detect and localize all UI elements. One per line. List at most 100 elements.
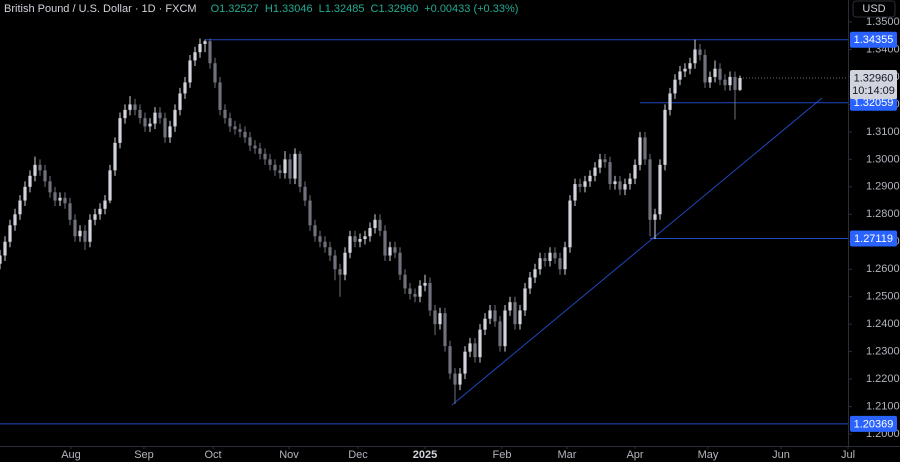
candle-body — [328, 247, 332, 256]
candle-body — [628, 178, 632, 185]
candle-body — [178, 93, 182, 110]
candle-body — [538, 258, 542, 270]
candle-body — [243, 131, 247, 138]
x-tick-label: Mar — [558, 449, 577, 461]
candle-body — [128, 104, 132, 110]
candle-body — [383, 230, 387, 256]
plot — [0, 38, 848, 425]
readout-value: H1.33046 — [265, 3, 313, 15]
candle-body — [703, 54, 707, 83]
candle-body — [0, 255, 2, 264]
candle-body — [258, 148, 262, 154]
ohlc-readout: O1.32527 H1.33046 L1.32485 C1.32960 +0.00433… — [211, 3, 519, 15]
candle-body — [253, 145, 257, 149]
candle-body — [413, 293, 417, 297]
readout-value: L1.32485 — [319, 3, 365, 15]
currency[interactable]: USD — [862, 3, 885, 15]
candle-body — [603, 159, 607, 163]
candle-body — [488, 310, 492, 319]
candle-body — [133, 104, 137, 110]
level-badge — [850, 415, 897, 432]
candle-body — [68, 203, 72, 220]
candle-body — [278, 170, 282, 174]
candle-body — [548, 252, 552, 261]
candle-body — [93, 214, 97, 220]
candle-body — [138, 109, 142, 119]
candle-body — [33, 164, 37, 176]
candle-body — [688, 63, 692, 69]
candle-body — [438, 313, 442, 325]
candle-body — [228, 118, 232, 127]
candle-body — [598, 159, 602, 168]
candle-body — [8, 225, 12, 242]
y-tick-label: 1.21000 — [866, 400, 900, 412]
candle-body — [193, 52, 197, 61]
candle-body — [18, 200, 22, 215]
candle-body — [698, 49, 702, 55]
candle-body — [173, 109, 177, 127]
candle-body — [633, 164, 637, 179]
y-tick-label: 1.28000 — [866, 208, 900, 220]
candle-body — [428, 282, 432, 311]
y-tick-label: 1.35000 — [866, 16, 900, 28]
candle-body — [523, 288, 527, 311]
candle-body — [738, 78, 742, 90]
x-tick-label: May — [698, 449, 719, 461]
candle-body — [353, 236, 357, 242]
readout-value: C1.32960 — [371, 3, 419, 15]
candle-body — [183, 82, 187, 94]
candle-body — [398, 252, 402, 275]
candle-body — [38, 164, 42, 171]
candle-body — [298, 153, 302, 187]
candle-body — [393, 247, 397, 253]
x-tick-label: 2025 — [413, 449, 437, 461]
candle-body — [263, 153, 267, 160]
candle-body — [588, 175, 592, 182]
candle-body — [318, 236, 322, 242]
level-badge — [850, 31, 897, 48]
candle-body — [433, 310, 437, 325]
candle-body — [723, 79, 727, 86]
x-tick-label: Oct — [204, 449, 221, 461]
candle-body — [118, 118, 122, 143]
candle-body — [543, 258, 547, 261]
candle-body — [388, 247, 392, 256]
candle-body — [293, 153, 297, 179]
x-tick-label: Jun — [772, 449, 790, 461]
level-label: 1.32059 — [854, 97, 894, 109]
candle-body — [348, 236, 352, 253]
candle-body — [203, 41, 207, 44]
x-tick-label: Dec — [348, 449, 368, 461]
candle-body — [673, 79, 677, 94]
candle-body — [513, 302, 517, 325]
y-tick-label: 1.31000 — [866, 126, 900, 138]
candle-body — [123, 109, 127, 119]
x-tick-label: Apr — [626, 449, 643, 461]
candle-body — [683, 68, 687, 72]
symbol-title: British Pound / U.S. Dollar · 1D · FXCM — [4, 3, 197, 15]
currency-box[interactable] — [852, 0, 896, 18]
candle-body — [153, 112, 157, 124]
candle-body — [268, 159, 272, 165]
candle-body — [43, 170, 47, 182]
candle-body — [473, 343, 477, 358]
candle-body — [78, 230, 82, 237]
candle-body — [423, 282, 427, 286]
x-tick-label: Aug — [61, 449, 81, 461]
candle-body — [158, 112, 162, 119]
y-tick-label: 1.23000 — [866, 346, 900, 358]
candle-body — [508, 302, 512, 311]
candle-body — [643, 137, 647, 160]
candle-body — [273, 164, 277, 171]
level-label: 1.20369 — [854, 418, 894, 430]
candle-body — [63, 197, 67, 204]
x-tick-label: Nov — [279, 449, 299, 461]
level-badge — [850, 230, 897, 247]
candle-body — [168, 126, 172, 138]
candle-body — [708, 76, 712, 83]
candle-body — [338, 269, 342, 275]
candle-body — [468, 343, 472, 352]
candle-body — [13, 214, 17, 226]
